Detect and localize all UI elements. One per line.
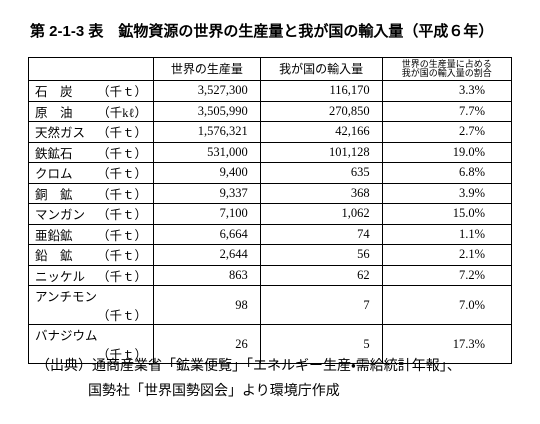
mineral-name: 原 油 <box>35 105 73 120</box>
mineral-name: アンチモン <box>35 290 98 304</box>
cell: 5 <box>259 324 383 364</box>
row-header: ニッケル （千ｔ） <box>28 264 154 286</box>
unit: （千ｔ） <box>96 208 147 223</box>
column-header: 我が国の輸入量 <box>259 57 383 81</box>
mineral-name: 石 炭 <box>35 85 73 100</box>
cell: 3.9% <box>381 182 513 204</box>
cell: 1,576,321 <box>153 121 261 143</box>
mineral-name: バナジウム <box>35 329 98 343</box>
cell: 3,527,300 <box>153 80 261 102</box>
corner <box>28 57 154 81</box>
row-header: 亜鉛鉱 （千ｔ） <box>28 223 154 245</box>
title: 第 2-1-3 表 鉱物資源の世界の生産量と我が国の輸入量（平成６年） <box>30 23 494 40</box>
cell: 26 <box>153 324 261 364</box>
row: 鉛 鉱 （千ｔ） 2,644 56 2.1% <box>28 244 513 266</box>
cell: 15.0% <box>381 203 513 225</box>
row: 鉄鉱石 （千ｔ） 531,000 101,128 19.0% <box>28 141 513 163</box>
row: 原 油 （千kℓ） 3,505,990 270,850 7.7% <box>28 100 513 122</box>
mineral-name: クロム <box>35 167 73 182</box>
cell: 7 <box>259 285 383 325</box>
mineral-name: 銅 鉱 <box>35 187 73 202</box>
mineral-name: 鉛 鉱 <box>35 249 73 264</box>
row: ニッケル （千ｔ） 863 62 7.2% <box>28 264 513 286</box>
cell: 42,166 <box>259 121 383 143</box>
row: バナジウム （千ｔ） 26 5 17.3% <box>28 324 513 364</box>
unit: （千ｔ） <box>96 146 147 161</box>
row: マンガン （千ｔ） 7,100 1,062 15.0% <box>28 203 513 225</box>
unit: （千ｔ） <box>96 249 147 264</box>
table: 世界の生産量 我が国の輸入量 世界の生産量に占める 我が国の輸入量の割合石 炭 （千ｔ… <box>28 57 513 364</box>
cell: 863 <box>153 264 261 286</box>
cell: 7.7% <box>381 100 513 122</box>
cell: 116,170 <box>259 80 383 102</box>
mineral-name: 鉄鉱石 <box>35 146 73 161</box>
row: 亜鉛鉱 （千ｔ） 6,664 74 1.1% <box>28 223 513 245</box>
row-header: アンチモン （千ｔ） <box>28 285 154 325</box>
cell: 17.3% <box>381 324 513 364</box>
row-header: バナジウム （千ｔ） <box>28 324 154 364</box>
cell: 19.0% <box>381 141 513 163</box>
row: 石 炭 （千ｔ） 3,527,300 116,170 3.3% <box>28 80 513 102</box>
unit: （千ｔ） <box>96 167 147 182</box>
unit: （千ｔ） <box>96 309 147 323</box>
cell: 98 <box>153 285 261 325</box>
header-row: 世界の生産量 我が国の輸入量 世界の生産量に占める 我が国の輸入量の割合 <box>28 57 513 81</box>
cell: 1.1% <box>381 223 513 245</box>
cell: 1,062 <box>259 203 383 225</box>
cell: 7.2% <box>381 264 513 286</box>
cell: 9,337 <box>153 182 261 204</box>
row-header: 銅 鉱 （千ｔ） <box>28 182 154 204</box>
mineral-name: マンガン <box>35 208 86 223</box>
cell: 62 <box>259 264 383 286</box>
unit: （千kℓ） <box>97 105 147 120</box>
cell: 74 <box>259 223 383 245</box>
unit: （千ｔ） <box>96 228 147 243</box>
cell: 635 <box>259 162 383 184</box>
unit: （千ｔ） <box>96 85 147 100</box>
row-header: 石 炭 （千ｔ） <box>28 80 154 102</box>
mineral-name: ニッケル <box>35 269 86 284</box>
source-line: 国勢社「世界国勢図会」より環境庁作成 <box>88 384 340 399</box>
mineral-name: 亜鉛鉱 <box>35 228 73 243</box>
row: 銅 鉱 （千ｔ） 9,337 368 3.9% <box>28 182 513 204</box>
cell: 6.8% <box>381 162 513 184</box>
unit: （千ｔ） <box>96 269 147 284</box>
cell: 368 <box>259 182 383 204</box>
cell: 7.0% <box>381 285 513 325</box>
column-header: 世界の生産量 <box>153 57 261 81</box>
mineral-name: 天然ガス <box>35 126 86 141</box>
source-line: （出典）通商産業省「鉱業便覧」「エネルギー生産・需給統計年報」、 <box>36 359 461 374</box>
row-header: マンガン （千ｔ） <box>28 203 154 225</box>
row: アンチモン （千ｔ） 98 7 7.0% <box>28 285 513 325</box>
cell: 270,850 <box>259 100 383 122</box>
row-header: 鉛 鉱 （千ｔ） <box>28 244 154 266</box>
cell: 2.7% <box>381 121 513 143</box>
cell: 3.3% <box>381 80 513 102</box>
row: 天然ガス （千ｔ） 1,576,321 42,166 2.7% <box>28 121 513 143</box>
cell: 7,100 <box>153 203 261 225</box>
unit: （千ｔ） <box>96 187 147 202</box>
cell: 9,400 <box>153 162 261 184</box>
cell: 6,664 <box>153 223 261 245</box>
source: （出典）通商産業省「鉱業便覧」「エネルギー生産・需給統計年報」、国勢社「世界国勢… <box>36 354 461 404</box>
column-header: 世界の生産量に占める 我が国の輸入量の割合 <box>381 57 513 81</box>
unit: （千ｔ） <box>96 348 147 362</box>
cell: 101,128 <box>259 141 383 163</box>
cell: 2.1% <box>381 244 513 266</box>
unit: （千ｔ） <box>96 126 147 141</box>
cell: 531,000 <box>153 141 261 163</box>
cell: 2,644 <box>153 244 261 266</box>
row-header: 鉄鉱石 （千ｔ） <box>28 141 154 163</box>
cell: 3,505,990 <box>153 100 261 122</box>
cell: 56 <box>259 244 383 266</box>
row: クロム （千ｔ） 9,400 635 6.8% <box>28 162 513 184</box>
row-header: クロム （千ｔ） <box>28 162 154 184</box>
row-header: 天然ガス （千ｔ） <box>28 121 154 143</box>
row-header: 原 油 （千kℓ） <box>28 100 154 122</box>
